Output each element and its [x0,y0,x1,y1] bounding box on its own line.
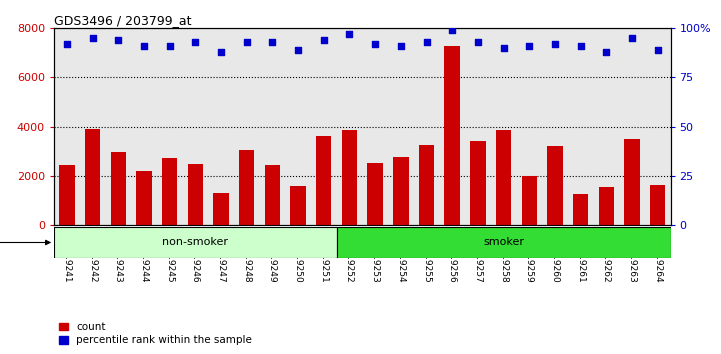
Point [395,43,407,49]
Bar [393,157,409,225]
Bar [337,227,671,258]
Point [61,41,73,47]
Point [523,43,535,49]
Point [241,39,252,45]
Bar [213,193,229,225]
Point [549,41,561,47]
Bar [265,165,280,225]
Point [190,39,201,45]
Bar [110,152,126,225]
Bar [496,130,511,225]
Point [138,43,150,49]
Point [421,39,433,45]
Bar [291,186,306,225]
Bar [54,227,337,258]
Point [267,39,278,45]
Point [627,35,638,41]
Bar [187,164,203,225]
Bar [162,159,177,225]
Text: GDS3496 / 203799_at: GDS3496 / 203799_at [54,14,192,27]
Bar [368,164,383,225]
Bar [316,136,332,225]
Point [446,28,458,33]
Bar [598,187,614,225]
Point [472,39,484,45]
Text: non-smoker: non-smoker [162,238,229,247]
Bar [239,150,255,225]
Bar [624,139,640,225]
Point [652,47,663,53]
Bar [59,165,75,225]
Bar [342,130,357,225]
Bar [444,46,460,225]
Bar [521,176,537,225]
Bar [470,141,485,225]
Legend: count, percentile rank within the sample: count, percentile rank within the sample [59,322,252,345]
Bar [547,146,562,225]
Point [601,49,612,55]
Point [497,45,509,51]
Bar [650,185,665,225]
Point [216,49,227,55]
Point [344,32,355,37]
Text: other: other [0,238,50,247]
Point [292,47,304,53]
Text: smoker: smoker [483,238,524,247]
Bar [85,129,100,225]
Point [112,37,124,43]
Point [164,43,175,49]
Point [318,37,329,43]
Point [87,35,98,41]
Bar [573,194,588,225]
Point [369,41,381,47]
Point [575,43,586,49]
Bar [136,171,151,225]
Bar [419,145,434,225]
